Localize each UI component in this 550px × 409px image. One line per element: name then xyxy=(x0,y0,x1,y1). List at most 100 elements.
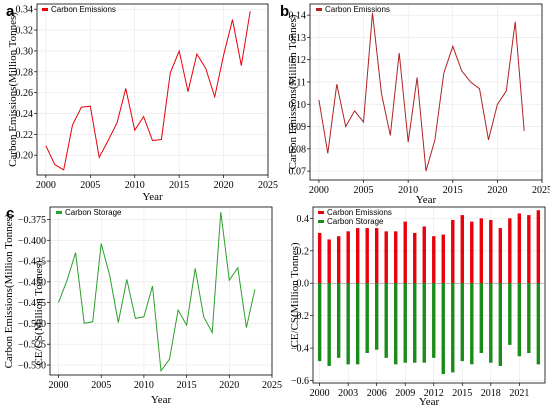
bar xyxy=(327,239,331,284)
y-tick-label: −0.6 xyxy=(291,376,309,387)
series-line xyxy=(45,11,251,171)
y-tick-label: 0.30 xyxy=(16,46,34,57)
bar xyxy=(536,210,541,284)
y-tick-label: −0.425 xyxy=(18,257,46,268)
panel-d: 2000 2003 2006 2009 2012 2015 2018 2021 0.4 0.2 0.… xyxy=(289,206,546,408)
bar xyxy=(460,283,464,362)
bar xyxy=(517,283,522,357)
y-tick-label: 0.2 xyxy=(297,246,310,257)
y-tick-label: −0.375 xyxy=(18,215,46,226)
y-tick-label: −0.2 xyxy=(291,311,309,322)
bar xyxy=(527,215,531,284)
y-tick-label: −0.500 xyxy=(18,319,46,330)
x-tick-label: 2015 xyxy=(169,180,189,191)
bar xyxy=(479,283,483,353)
bar xyxy=(517,213,522,284)
y-tick-label: 0.11 xyxy=(289,77,306,88)
bar xyxy=(355,228,360,284)
panel-letter: b xyxy=(280,3,289,20)
bar xyxy=(365,283,369,353)
x-tick-label: 2000 xyxy=(310,388,330,399)
x-tick-label: 2020 xyxy=(214,180,234,191)
x-tick-label: 2009 xyxy=(395,388,415,399)
y-tick-label: 0.24 xyxy=(16,109,34,120)
plot-frame xyxy=(36,3,269,176)
series-line xyxy=(318,12,525,172)
x-axis-title: Year xyxy=(142,191,163,203)
x-tick-label: 2015 xyxy=(452,388,472,399)
bar xyxy=(355,283,360,365)
x-tick-label: 2010 xyxy=(125,180,145,191)
panel-letter: a xyxy=(6,3,15,20)
y-tick-label: 0.10 xyxy=(289,100,307,111)
y-tick-label: 0.28 xyxy=(16,67,34,78)
bar xyxy=(422,226,426,284)
y-tick-label: −0.400 xyxy=(18,236,46,247)
x-tick-label: 2020 xyxy=(219,380,239,391)
y-tick-label: 0.08 xyxy=(289,144,307,155)
bar xyxy=(498,283,503,366)
x-tick-label: 2025 xyxy=(262,380,282,391)
bar xyxy=(489,219,493,284)
bar xyxy=(527,283,531,353)
bar xyxy=(451,219,455,284)
bar xyxy=(403,283,407,363)
bar xyxy=(384,283,388,358)
y-tick-label: 0.09 xyxy=(289,122,307,133)
panel-letter: c xyxy=(6,205,14,222)
x-tick-label: 2025 xyxy=(532,185,550,196)
y-tick-label: 0.0 xyxy=(297,279,310,290)
y-tick-label: 0.20 xyxy=(16,151,34,162)
panel-b: 2000 2005 2010 2015 2020 2025 0.07 0.08 0.09 0.10… xyxy=(280,3,550,206)
bar xyxy=(479,218,483,284)
bar xyxy=(451,283,455,373)
x-tick-label: 2010 xyxy=(134,380,154,391)
legend-label: Carbon Emissions xyxy=(51,5,116,14)
x-tick-label: 2015 xyxy=(443,185,463,196)
bar xyxy=(498,228,503,284)
y-axis-title: Carbon Emissions(Million Tonnes) xyxy=(287,14,299,169)
bar xyxy=(432,236,436,284)
y-tick-label: 0.22 xyxy=(16,130,34,141)
y-tick-label: −0.550 xyxy=(18,361,46,372)
legend-swatch xyxy=(318,211,324,214)
panel-c: 2000 2005 2010 2015 2020 2025 −0.375 −0.400 −0.4… xyxy=(3,205,282,406)
x-tick-label: 2015 xyxy=(177,380,197,391)
x-tick-label: 2005 xyxy=(354,185,374,196)
y-tick-label: −0.475 xyxy=(18,298,46,309)
y-axis-title-overlay: CE/CS(Million Tonnes) xyxy=(33,260,45,365)
x-tick-label: 2006 xyxy=(367,388,387,399)
y-axis-title: Carbon Emissions(Million Tonnes) xyxy=(7,12,19,167)
x-tick-label: 2012 xyxy=(424,388,444,399)
y-tick-label: 0.07 xyxy=(289,167,307,178)
y-axis-title: Carbon Emissions(Million Tonnes) xyxy=(3,213,15,368)
bar xyxy=(508,283,512,345)
bar xyxy=(422,283,426,363)
x-axis-title: Year xyxy=(416,194,437,206)
x-axis-title: Year xyxy=(419,396,440,408)
bar xyxy=(508,218,512,284)
y-tick-label: 0.14 xyxy=(289,11,307,22)
bar xyxy=(317,232,322,284)
x-tick-label: 2000 xyxy=(49,380,69,391)
bar xyxy=(413,283,417,363)
plot-frame xyxy=(49,206,273,376)
bar xyxy=(460,215,464,284)
bar xyxy=(432,283,436,358)
y-tick-label: −0.450 xyxy=(18,277,46,288)
legend-swatch xyxy=(42,8,48,11)
x-tick-label: 2021 xyxy=(509,388,529,399)
legend-label: Carbon Emissions xyxy=(325,5,390,14)
y-tick-label: −0.4 xyxy=(291,344,309,355)
series-line xyxy=(58,211,256,373)
bar xyxy=(394,283,398,365)
legend-label: Carbon Emissions xyxy=(327,208,392,217)
y-tick-label: 0.34 xyxy=(16,5,34,16)
plot-frame xyxy=(312,206,546,384)
y-tick-label: 0.12 xyxy=(289,55,307,66)
bar xyxy=(346,283,350,365)
bar xyxy=(536,283,541,365)
y-tick-label: 0.4 xyxy=(297,214,310,225)
legend-swatch xyxy=(318,220,324,223)
